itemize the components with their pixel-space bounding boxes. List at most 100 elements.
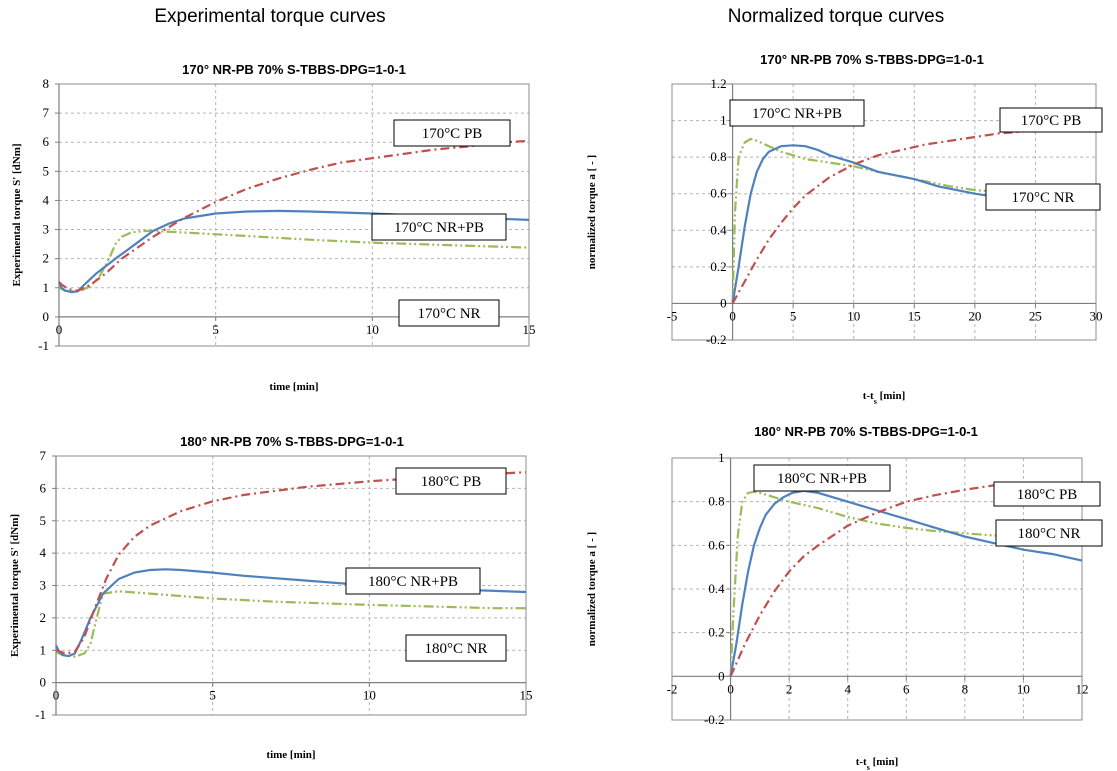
- series-line-180-c-nr: [729, 490, 1083, 677]
- plot-area-border: [671, 457, 1083, 721]
- annotation-box: [985, 183, 1101, 211]
- y-tick-label: 0.4: [710, 222, 727, 237]
- annotation-box: [729, 99, 865, 127]
- x-tick-label: 0: [56, 322, 63, 337]
- x-tick-label: 10: [847, 308, 860, 323]
- chart-170-experimental: 170° NR-PB 70% S-TBBS-DPG=1-0-1 -1 0 1 2 3 4 5 6…: [11, 62, 536, 393]
- y-tick-label: 1: [43, 280, 50, 295]
- y-tick-label: 0.6: [708, 537, 725, 552]
- x-axis-label: time [min]: [269, 381, 318, 393]
- y-axis-label: Experimental torque S' [dNm]: [9, 514, 21, 657]
- y-tick-label: 0: [43, 309, 50, 324]
- x-tick-label: 10: [366, 322, 379, 337]
- y-tick-label: 0.2: [708, 625, 724, 640]
- x-tick-label: 10: [363, 688, 376, 703]
- x-tick-label: 4: [844, 681, 851, 696]
- series-line-180-c-nr-pb: [729, 489, 1083, 677]
- x-axis-label: time [min]: [266, 749, 315, 761]
- y-tick-label: -1: [38, 338, 49, 353]
- x-tick-label: 8: [962, 681, 969, 696]
- y-tick-label: 3: [40, 578, 47, 593]
- chart-title: 180° NR-PB 70% S-TBBS-DPG=1-0-1: [180, 434, 404, 449]
- annotation-label: 180°C NR+PB: [368, 574, 458, 590]
- chart-title: 170° NR-PB 70% S-TBBS-DPG=1-0-1: [760, 52, 984, 67]
- y-tick-label: 0.8: [710, 149, 726, 164]
- x-tick-label: 15: [520, 688, 533, 703]
- chart-title: 170° NR-PB 70% S-TBBS-DPG=1-0-1: [182, 62, 406, 77]
- y-tick-label: 7: [40, 448, 47, 463]
- annotation-box: [398, 299, 500, 327]
- annotation-box: [995, 519, 1103, 547]
- annotation-box: [371, 213, 507, 241]
- x-tick-label: 25: [1029, 308, 1042, 323]
- x-axis-label: t-ts [min]: [856, 756, 899, 771]
- y-tick-label: 4: [40, 545, 47, 560]
- x-tick-label: 10: [1017, 681, 1030, 696]
- y-tick-label: 1: [40, 642, 47, 657]
- y-tick-label: -1: [35, 707, 46, 722]
- experimental-column-heading: Experimental torque curves: [154, 6, 386, 27]
- y-axis-label: normalized torque a [ - ]: [586, 532, 598, 646]
- annotation-label: 170°C NR+PB: [394, 220, 484, 236]
- series-line-180-c-pb: [729, 482, 1024, 677]
- annotation-label: 170°C PB: [1021, 113, 1082, 129]
- y-tick-label: 5: [43, 163, 50, 178]
- chart-180-experimental: 180° NR-PB 70% S-TBBS-DPG=1-0-1 -1 0 1 2 3 4 5 6…: [9, 434, 533, 761]
- x-tick-label: 15: [908, 308, 921, 323]
- x-tick-label: 5: [790, 308, 797, 323]
- y-tick-label: 0.6: [710, 186, 727, 201]
- series-line-170-c-nr: [731, 137, 1072, 304]
- x-tick-label: 30: [1090, 308, 1103, 323]
- series-line-170-c-nr-pb: [57, 209, 530, 294]
- x-tick-label: 5: [209, 688, 216, 703]
- chart-170-normalized: 170° NR-PB 70% S-TBBS-DPG=1-0-1 -0.2 0 0.2 0…: [586, 52, 1103, 406]
- y-tick-label: 1.2: [710, 76, 726, 91]
- x-tick-label: 20: [968, 308, 981, 323]
- x-tick-label: 0: [727, 681, 734, 696]
- y-tick-label: 8: [43, 76, 50, 91]
- y-tick-label: 0.8: [708, 494, 724, 509]
- annotation-label: 170°C NR: [1011, 190, 1074, 206]
- series-line-180-c-pb: [55, 471, 527, 655]
- y-tick-label: 2: [43, 251, 50, 266]
- chart-180-normalized: 180° NR-PB 70% S-TBBS-DPG=1-0-1 -0.2 0 0.2 0…: [586, 424, 1103, 771]
- x-tick-label: 12: [1076, 681, 1089, 696]
- x-tick-label: 6: [903, 681, 910, 696]
- x-tick-label: 2: [786, 681, 793, 696]
- y-tick-label: 0.4: [708, 581, 725, 596]
- y-axis-label: Experimental torque S' [dNm]: [11, 143, 23, 286]
- y-tick-label: 0.2: [710, 259, 726, 274]
- y-tick-label: 3: [43, 222, 50, 237]
- annotation-label: 180°C PB: [421, 474, 482, 490]
- series-line-170-c-pb: [58, 139, 530, 292]
- x-tick-label: 0: [53, 688, 60, 703]
- y-tick-label: 0: [720, 295, 727, 310]
- x-tick-label: -5: [667, 308, 678, 323]
- annotation-label: 180°C NR: [424, 641, 487, 657]
- y-tick-label: -0.2: [706, 332, 727, 347]
- chart-title: 180° NR-PB 70% S-TBBS-DPG=1-0-1: [754, 424, 978, 439]
- y-tick-label: 7: [43, 105, 50, 120]
- y-tick-label: 1: [720, 113, 727, 128]
- x-tick-label: 15: [523, 322, 536, 337]
- annotation-box: [993, 481, 1101, 507]
- annotation-label: 170°C PB: [422, 126, 483, 142]
- annotation-box: [753, 464, 891, 492]
- y-tick-label: 1: [718, 450, 725, 465]
- y-tick-label: 5: [40, 513, 47, 528]
- y-tick-label: 0: [40, 675, 47, 690]
- annotation-box: [345, 567, 481, 595]
- annotation-label: 180°C NR: [1017, 526, 1080, 542]
- normalized-column-heading: Normalized torque curves: [727, 6, 945, 27]
- series-line-170-c-pb: [731, 125, 1072, 304]
- y-tick-label: 6: [40, 480, 47, 495]
- x-tick-label: -2: [667, 681, 678, 696]
- y-axis-label: normalized torque a [ - ]: [586, 155, 598, 269]
- y-tick-label: -0.2: [704, 712, 725, 727]
- series-line-170-c-nr-pb: [731, 144, 1072, 304]
- annotation-box: [393, 119, 511, 147]
- y-tick-label: 0: [718, 668, 725, 683]
- annotation-box: [395, 467, 507, 495]
- x-tick-label: 5: [212, 322, 219, 337]
- y-tick-label: 2: [40, 610, 47, 625]
